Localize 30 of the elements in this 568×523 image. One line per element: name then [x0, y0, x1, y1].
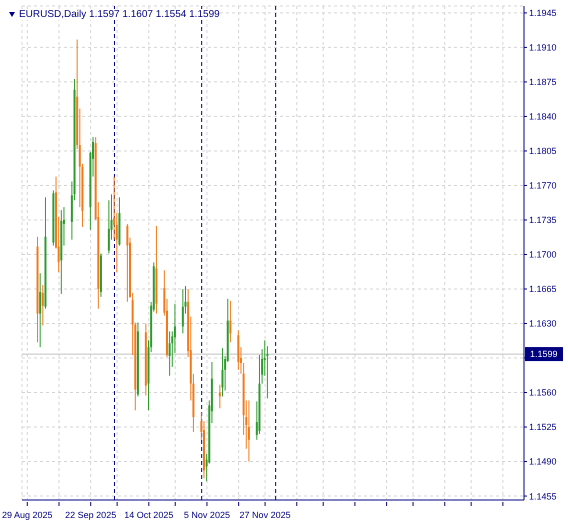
y-tick-label: 1.1770	[529, 180, 557, 191]
y-tick-label: 1.1805	[529, 146, 557, 156]
candlestick	[221, 348, 224, 397]
candlestick	[229, 300, 232, 343]
x-tick-label: 22 Sep 2025	[65, 510, 116, 520]
y-tick-label: 1.1525	[529, 422, 557, 432]
candlestick	[168, 330, 171, 376]
x-tick-label: 5 Nov 2025	[184, 510, 230, 520]
candlestick	[182, 288, 184, 334]
candlestick	[42, 284, 44, 326]
candlestick	[39, 272, 42, 348]
candlestick	[218, 384, 221, 409]
y-tick-label: 1.1735	[529, 215, 557, 226]
candlestick	[126, 223, 128, 302]
y-tick-label: 1.1560	[529, 388, 557, 398]
y-tick-label: 1.1945	[529, 8, 557, 18]
chart-title: EURUSD,Daily 1.1597 1.1607 1.1554 1.1599	[19, 9, 220, 20]
y-tick-label: 1.1700	[529, 250, 557, 260]
x-tick-label: 14 Oct 2025	[124, 510, 174, 520]
y-tick-label: 1.1490	[529, 456, 557, 467]
y-tick-label: 1.1840	[529, 112, 557, 122]
x-tick-label: 29 Aug 2025	[2, 510, 53, 520]
x-tick-label: 27 Nov 2025	[240, 510, 291, 520]
y-tick-label: 1.1875	[529, 77, 557, 88]
y-tick-label: 1.1910	[529, 42, 557, 53]
y-tick-label: 1.1455	[529, 491, 557, 502]
candlestick	[248, 400, 250, 462]
y-tick-label: 1.1630	[529, 318, 557, 329]
y-tick-label: 1.1665	[529, 284, 557, 294]
ref-line-label: 1.1599	[530, 349, 558, 360]
